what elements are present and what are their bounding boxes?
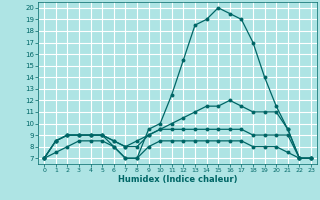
X-axis label: Humidex (Indice chaleur): Humidex (Indice chaleur) [118, 175, 237, 184]
